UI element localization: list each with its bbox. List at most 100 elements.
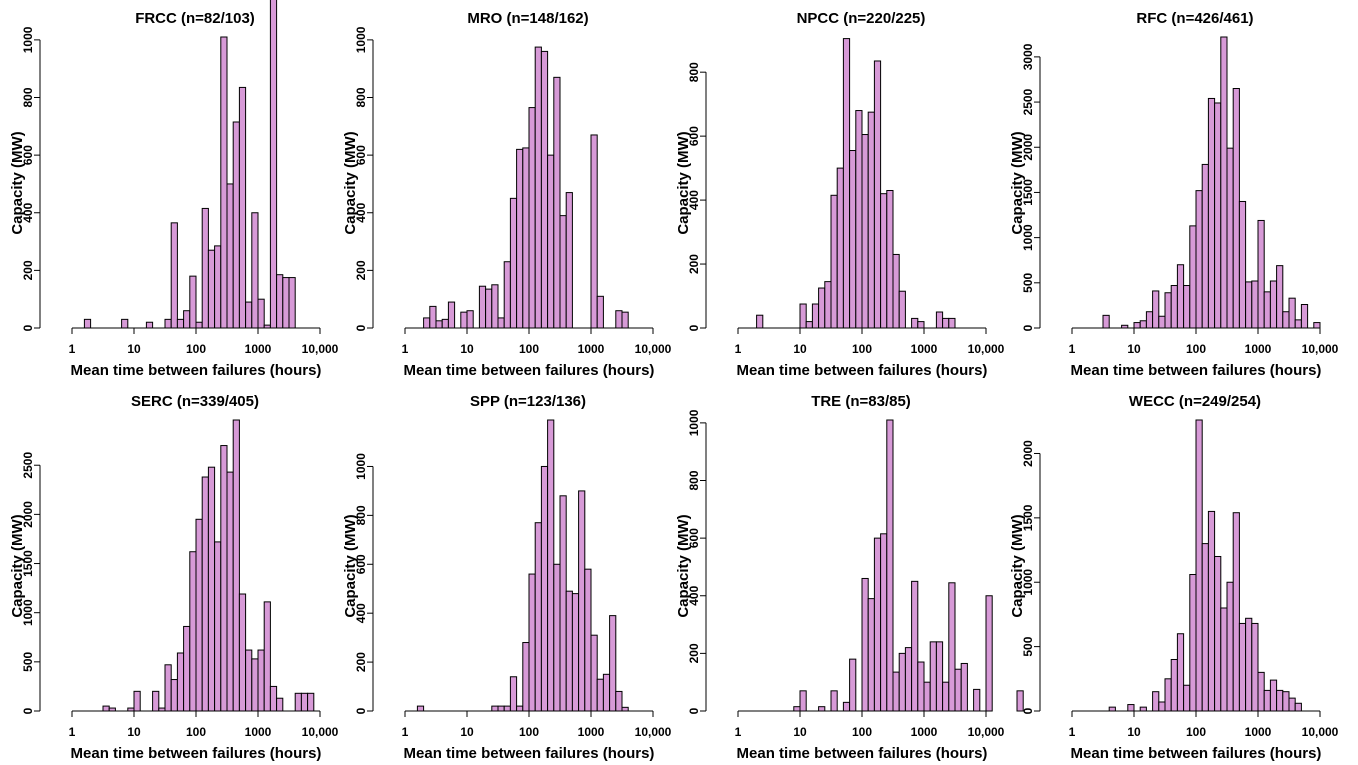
y-tick-label: 0 <box>21 707 35 714</box>
histogram-bar <box>276 697 284 712</box>
histogram-bar <box>873 537 882 712</box>
histogram-bar <box>251 658 259 712</box>
histogram-bar <box>307 692 315 712</box>
histogram-bar <box>1226 581 1234 712</box>
y-tick-label: 1500 <box>1021 179 1035 206</box>
histogram-bar <box>121 318 129 329</box>
histogram-bar <box>1288 697 1296 712</box>
histogram-bar <box>1245 281 1253 329</box>
histogram-bar <box>818 706 826 712</box>
histogram-bar <box>596 678 604 712</box>
y-axis-label: Capacity (MW) <box>9 514 26 617</box>
chart-title: FRCC (n=82/103) <box>135 10 255 27</box>
histogram-bar <box>615 310 623 329</box>
histogram-bar <box>1195 419 1203 712</box>
histogram-bar <box>133 690 141 712</box>
histogram-bar <box>830 194 838 329</box>
histogram-bar <box>1288 297 1296 329</box>
histogram-bar <box>911 317 919 329</box>
x-tick-label: 1 <box>69 725 76 739</box>
histogram-bar <box>1145 311 1154 329</box>
histogram-bar <box>1183 285 1191 329</box>
histogram-bar <box>491 284 499 329</box>
x-tick-label: 100 <box>1186 725 1206 739</box>
histogram-bar <box>1201 163 1209 329</box>
y-tick-label: 200 <box>354 652 368 672</box>
histogram-bar <box>1189 574 1197 712</box>
histogram-bar <box>269 0 278 329</box>
x-tick-label: 100 <box>519 725 539 739</box>
x-tick-label: 1000 <box>911 725 938 739</box>
y-tick-label: 800 <box>687 62 701 82</box>
histogram-bar <box>294 692 302 712</box>
x-tick-label: 1 <box>735 725 742 739</box>
histogram-bar <box>942 681 950 712</box>
y-tick-label: 0 <box>354 324 368 331</box>
x-tick-label: 1000 <box>245 725 272 739</box>
y-axis-label: Capacity (MW) <box>9 131 26 234</box>
x-tick-label: 1000 <box>911 342 938 356</box>
histogram-bar <box>923 681 931 712</box>
histogram-bar <box>214 541 222 712</box>
y-tick-label: 800 <box>21 87 35 107</box>
chart-panel: MRO (n=148/162) 1 10 100 1000 10,000 0 200 400 60… <box>342 10 672 379</box>
histogram-bar <box>195 518 203 712</box>
histogram-bar <box>1158 701 1166 712</box>
chart-title: MRO (n=148/162) <box>467 10 588 27</box>
y-tick-label: 1000 <box>687 409 701 436</box>
histogram-bar <box>207 466 216 712</box>
histogram-bar <box>429 305 437 329</box>
histogram-bar <box>1152 691 1160 712</box>
y-tick-label: 400 <box>687 190 701 210</box>
histogram-bar <box>880 193 888 329</box>
chart-title: NPCC (n=220/225) <box>797 10 926 27</box>
histogram-bar <box>497 705 505 712</box>
y-tick-label: 0 <box>354 707 368 714</box>
histogram-bar <box>170 222 178 329</box>
histogram-bar <box>102 705 110 712</box>
histogram-bar <box>251 212 259 329</box>
histogram-bar <box>485 288 493 329</box>
histogram-bar <box>263 601 271 712</box>
histogram-bar <box>1220 607 1228 712</box>
histogram-bar <box>226 471 234 712</box>
histogram-bar <box>1108 706 1116 712</box>
x-tick-label: 10,000 <box>968 342 1005 356</box>
histogram-bar <box>1183 684 1191 712</box>
histogram-bar <box>1139 320 1147 329</box>
chart-title: RFC (n=426/461) <box>1136 10 1253 27</box>
x-tick-label: 100 <box>519 342 539 356</box>
histogram-bar <box>842 701 851 712</box>
histogram-bar <box>257 649 265 712</box>
x-axis-label: Mean time between failures (hours) <box>1071 745 1322 762</box>
x-tick-label: 10,000 <box>635 725 672 739</box>
x-tick-label: 100 <box>852 725 872 739</box>
histogram-bar <box>183 625 191 712</box>
histogram-bar <box>849 150 857 329</box>
histogram-bar <box>245 301 253 329</box>
histogram-bar <box>621 311 629 329</box>
histogram-bar <box>898 290 906 329</box>
histogram-bar <box>497 317 505 329</box>
y-tick-label: 0 <box>1021 324 1035 331</box>
histogram-bar <box>1300 304 1309 329</box>
histogram-bar <box>238 593 247 712</box>
histogram-bar <box>220 445 228 712</box>
histogram-bar <box>423 317 431 329</box>
histogram-bar <box>1257 219 1265 329</box>
histogram-bar <box>855 110 863 329</box>
histogram-bar <box>1282 691 1290 712</box>
histogram-bar <box>590 134 598 329</box>
y-tick-label: 0 <box>1021 707 1035 714</box>
histogram-bar <box>276 274 284 329</box>
histogram-bar <box>1176 264 1185 329</box>
y-tick-label: 1000 <box>1021 224 1035 251</box>
histogram-bar <box>1238 200 1247 329</box>
histogram-bar <box>1158 315 1166 329</box>
histogram-bar <box>596 295 604 329</box>
histogram-bar <box>441 318 449 329</box>
y-axis-label: Capacity (MW) <box>1009 131 1026 234</box>
histogram-bar <box>491 705 499 712</box>
y-tick-label: 1500 <box>1021 504 1035 531</box>
histogram-bar <box>836 167 844 329</box>
